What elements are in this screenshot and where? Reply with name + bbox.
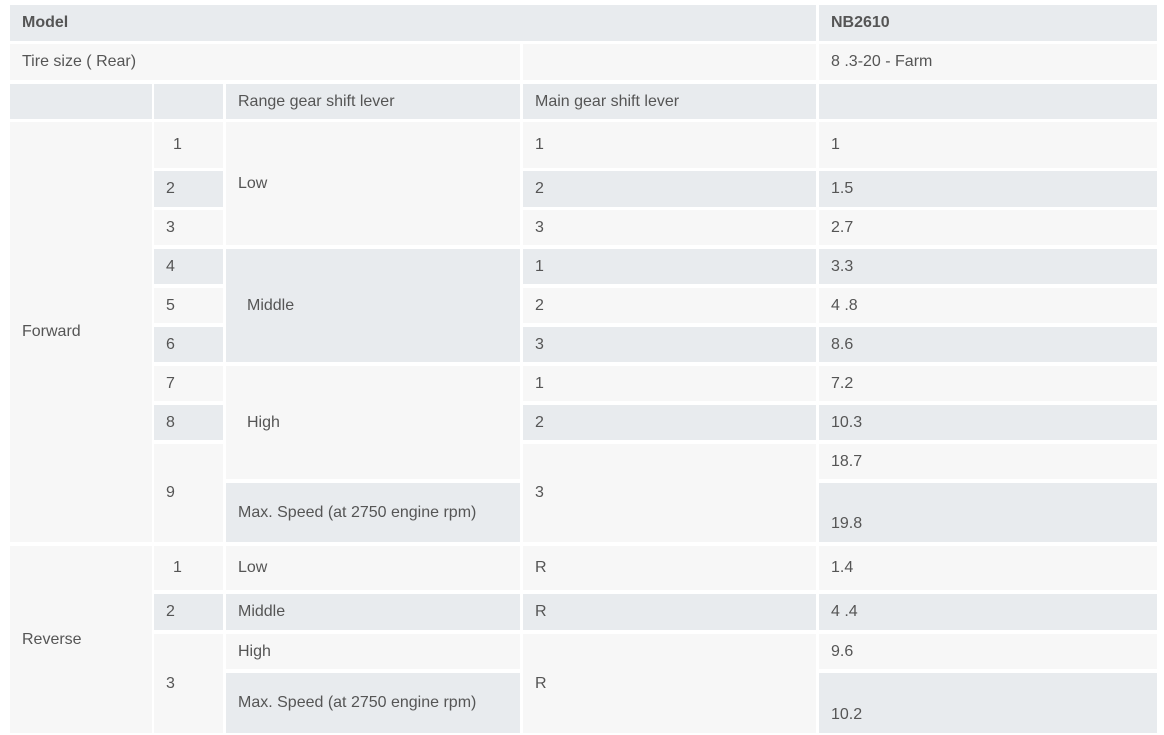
main-gear-position: 2 xyxy=(523,405,816,440)
speed-value: 3.3 xyxy=(819,249,1157,284)
main-gear-position: 3 xyxy=(523,444,816,542)
gear-number: 9 xyxy=(154,444,223,542)
speed-value: 18.7 xyxy=(819,444,1157,479)
speed-value: 4 .8 xyxy=(819,288,1157,323)
model-value: NB2610 xyxy=(819,5,1157,41)
speed-value: 4 .4 xyxy=(819,594,1157,630)
main-gear-position: 2 xyxy=(523,288,816,323)
speed-value: 2.7 xyxy=(819,210,1157,245)
speed-value: 10.3 xyxy=(819,405,1157,440)
range-middle: Middle xyxy=(226,249,520,362)
main-gear-position: 3 xyxy=(523,327,816,362)
speed-value: 1 xyxy=(819,122,1157,168)
header-empty xyxy=(819,84,1157,119)
header-empty xyxy=(154,84,223,119)
speed-value: 8.6 xyxy=(819,327,1157,362)
range-max-speed: Max. Speed (at 2750 engine rpm) xyxy=(226,673,520,733)
range-low: Low xyxy=(226,122,520,245)
main-gear-position: R xyxy=(523,546,816,590)
gear-number: 1 xyxy=(154,122,223,168)
range-low: Low xyxy=(226,546,520,590)
gear-number: 7 xyxy=(154,366,223,401)
gear-number: 3 xyxy=(154,634,223,733)
range-high: High xyxy=(226,366,520,479)
main-gear-position: 1 xyxy=(523,366,816,401)
speed-value: 1.4 xyxy=(819,546,1157,590)
gear-number: 3 xyxy=(154,210,223,245)
speed-value: 10.2 xyxy=(819,673,1157,733)
tire-size-label: Tire size ( Rear) xyxy=(10,44,520,80)
main-gear-header: Main gear shift lever xyxy=(523,84,816,119)
main-gear-position: 3 xyxy=(523,210,816,245)
speed-value: 9.6 xyxy=(819,634,1157,669)
speed-value: 7.2 xyxy=(819,366,1157,401)
gear-number: 5 xyxy=(154,288,223,323)
main-gear-position: 2 xyxy=(523,171,816,207)
main-gear-position: 1 xyxy=(523,122,816,168)
model-label: Model xyxy=(10,5,816,41)
speed-value: 19.8 xyxy=(819,483,1157,542)
gear-number: 2 xyxy=(154,171,223,207)
forward-label: Forward xyxy=(10,122,152,542)
speed-value: 1.5 xyxy=(819,171,1157,207)
range-gear-header: Range gear shift lever xyxy=(226,84,520,119)
gear-number: 1 xyxy=(154,546,223,590)
tire-size-value: 8 .3-20 - Farm xyxy=(819,44,1157,80)
main-gear-position: 1 xyxy=(523,249,816,284)
tire-size-empty xyxy=(523,44,816,80)
main-gear-position: R xyxy=(523,594,816,630)
gear-number: 4 xyxy=(154,249,223,284)
gear-number: 6 xyxy=(154,327,223,362)
gear-number: 2 xyxy=(154,594,223,630)
range-high: High xyxy=(226,634,520,669)
range-max-speed: Max. Speed (at 2750 engine rpm) xyxy=(226,483,520,542)
main-gear-position: R xyxy=(523,634,816,733)
reverse-label: Reverse xyxy=(10,546,152,733)
range-middle: Middle xyxy=(226,594,520,630)
gear-number: 8 xyxy=(154,405,223,440)
header-empty xyxy=(10,84,152,119)
